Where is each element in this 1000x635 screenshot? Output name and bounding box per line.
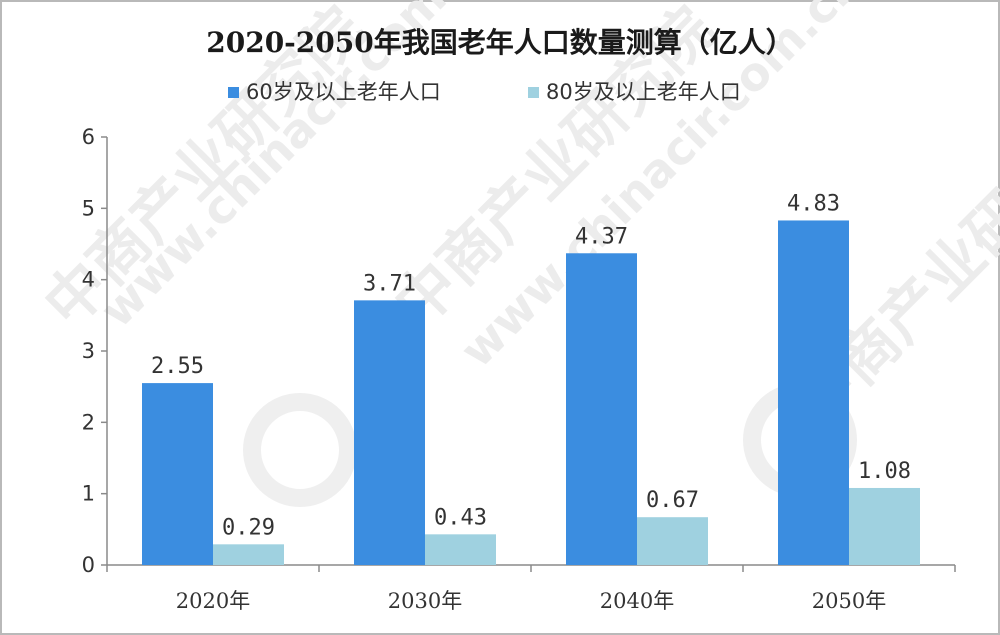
data-label: 4.83 — [787, 191, 840, 216]
y-tick-label: 0 — [82, 553, 95, 577]
data-label: 3.71 — [363, 271, 416, 296]
x-tick-label: 2040年 — [600, 589, 674, 613]
legend: 60岁及以上老年人口 80岁及以上老年人口 — [228, 80, 741, 104]
bar — [354, 300, 425, 565]
data-label: 1.08 — [858, 459, 911, 484]
y-tick-label: 6 — [82, 125, 95, 149]
legend-swatch — [528, 87, 539, 98]
legend-label: 80岁及以上老年人口 — [546, 80, 741, 104]
bar — [142, 383, 213, 565]
data-label: 0.67 — [646, 488, 699, 513]
data-label: 2.55 — [151, 354, 204, 379]
data-labels: 2.55 0.29 3.71 0.43 4.37 0.67 4.83 1.08 — [151, 191, 911, 540]
chart-title: 2020-2050年我国老年人口数量测算（亿人） — [206, 26, 793, 59]
legend-swatch — [228, 87, 239, 98]
x-tick-label: 2050年 — [812, 589, 886, 613]
data-label: 4.37 — [575, 224, 628, 249]
bar — [778, 220, 849, 565]
bar — [849, 487, 920, 565]
y-tick-label: 3 — [82, 339, 95, 363]
bar — [213, 544, 284, 565]
legend-label: 60岁及以上老年人口 — [246, 80, 441, 104]
y-tick-label: 1 — [82, 482, 95, 506]
y-tick-label: 2 — [82, 410, 95, 434]
bars — [142, 220, 920, 566]
watermark-logo-icon — [243, 393, 357, 507]
data-label: 0.29 — [222, 515, 275, 540]
bar — [566, 253, 637, 566]
bar — [425, 534, 496, 565]
y-tick-label: 5 — [82, 196, 95, 220]
data-label: 0.43 — [434, 505, 487, 530]
x-tick-label: 2030年 — [388, 589, 462, 613]
bar — [637, 517, 708, 565]
x-tick-label: 2020年 — [176, 589, 250, 613]
y-tick-label: 4 — [82, 268, 95, 292]
